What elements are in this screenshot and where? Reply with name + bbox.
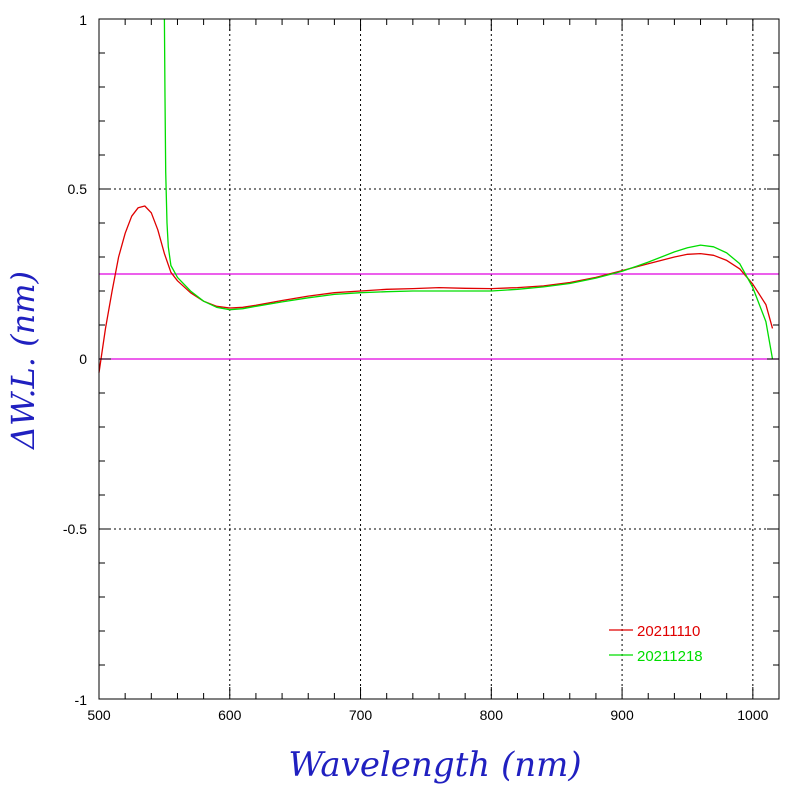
x-tick-label: 700 [349,707,373,723]
series-line-2 [163,18,774,360]
legend-label: 20211110 [637,623,700,640]
y-tick-label: -0.5 [63,521,87,537]
legend-label: 20211218 [637,648,703,665]
series-lines [98,18,774,373]
y-axis-label: ΔW.L. (nm) [4,271,42,451]
y-tick-label: 0.5 [68,181,88,197]
x-tick-label: 600 [218,707,242,723]
x-tick-label: 1000 [737,707,768,723]
x-tick-label: 800 [480,707,504,723]
legend: 20211110 20211218 [609,623,703,665]
y-tick-label: 1 [79,12,87,28]
y-tick-label: 0 [79,351,87,367]
axis-ticks [98,18,780,700]
y-tick-label: -1 [75,692,88,708]
reference-lines [99,273,779,360]
x-tick-label: 500 [87,707,111,723]
x-axis-label: Wavelength (nm) [288,745,581,785]
y-tick-labels: -1 -0.5 0 0.5 1 [63,12,87,708]
series-line-1 [98,205,774,373]
x-tick-labels: 500 600 700 800 900 1000 [87,707,768,723]
x-tick-label: 900 [610,707,634,723]
